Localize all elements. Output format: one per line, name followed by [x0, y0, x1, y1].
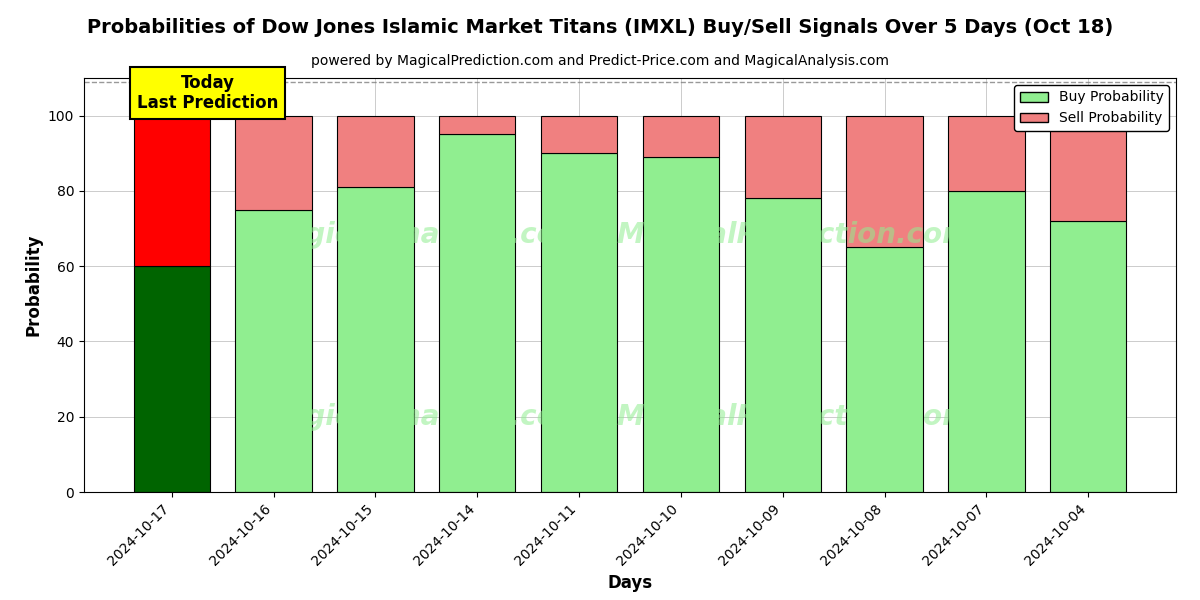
Bar: [541, 116, 617, 153]
Bar: [846, 116, 923, 247]
Text: powered by MagicalPrediction.com and Predict-Price.com and MagicalAnalysis.com: powered by MagicalPrediction.com and Pre…: [311, 54, 889, 68]
Bar: [1050, 116, 1127, 221]
Text: MagicalAnalysis.com: MagicalAnalysis.com: [259, 403, 586, 431]
Bar: [948, 116, 1025, 191]
Text: MagicalAnalysis.com: MagicalAnalysis.com: [259, 221, 586, 250]
Bar: [744, 116, 821, 199]
Bar: [1050, 221, 1127, 492]
Bar: [337, 187, 414, 492]
Legend: Buy Probability, Sell Probability: Buy Probability, Sell Probability: [1014, 85, 1169, 131]
Bar: [235, 210, 312, 492]
Bar: [744, 199, 821, 492]
Bar: [133, 116, 210, 266]
Bar: [439, 134, 516, 492]
Text: MagicalPrediction.com: MagicalPrediction.com: [617, 221, 971, 250]
Bar: [133, 266, 210, 492]
X-axis label: Days: Days: [607, 574, 653, 592]
Bar: [643, 116, 719, 157]
Bar: [337, 116, 414, 187]
Text: Probabilities of Dow Jones Islamic Market Titans (IMXL) Buy/Sell Signals Over 5 : Probabilities of Dow Jones Islamic Marke…: [86, 18, 1114, 37]
Bar: [541, 153, 617, 492]
Y-axis label: Probability: Probability: [24, 234, 42, 336]
Bar: [643, 157, 719, 492]
Bar: [846, 247, 923, 492]
Bar: [439, 116, 516, 134]
Text: MagicalPrediction.com: MagicalPrediction.com: [617, 403, 971, 431]
Bar: [235, 116, 312, 210]
Text: Today
Last Prediction: Today Last Prediction: [137, 74, 278, 112]
Bar: [948, 191, 1025, 492]
